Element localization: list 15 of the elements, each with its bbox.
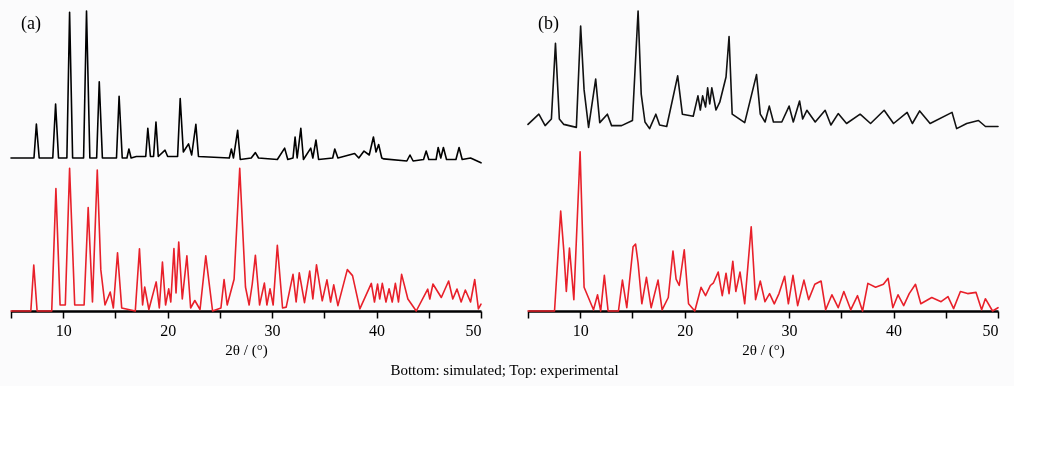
x-tick-label: 30 [264, 321, 281, 339]
x-tick-label: 30 [781, 321, 798, 339]
x-tick-label: 10 [572, 321, 589, 339]
x-tick-label: 40 [886, 321, 903, 339]
x-axis-title: 2θ / (°) [225, 341, 268, 359]
text: Bottom: simulated; Top: experimental [390, 362, 619, 378]
x-tick-label: 20 [677, 321, 694, 339]
x-tick-label: 10 [55, 321, 72, 339]
x-tick-label: 40 [369, 321, 386, 339]
x-tick-label: 50 [465, 321, 482, 339]
x-tick-label: 20 [160, 321, 177, 339]
x-axis-title: 2θ / (°) [742, 341, 785, 359]
chart-title: (b) [538, 13, 559, 34]
chart-title: (a) [21, 13, 41, 34]
x-tick-label: 50 [982, 321, 999, 339]
